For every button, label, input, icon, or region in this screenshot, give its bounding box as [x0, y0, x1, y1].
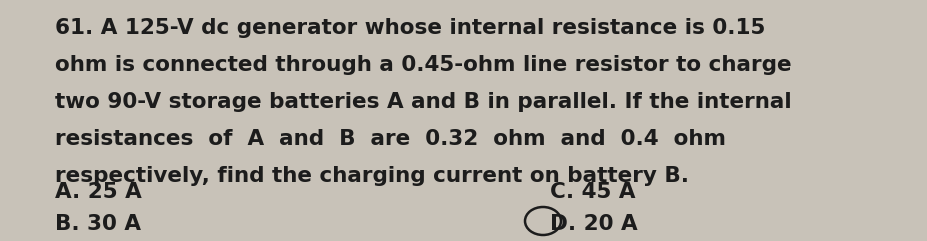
Text: A. 25 A: A. 25 A [55, 182, 142, 202]
Text: B. 30 A: B. 30 A [55, 214, 141, 234]
Text: two 90-V storage batteries A and B in parallel. If the internal: two 90-V storage batteries A and B in pa… [55, 92, 792, 112]
Text: 61. A 125-V dc generator whose internal resistance is 0.15: 61. A 125-V dc generator whose internal … [55, 18, 766, 38]
Text: C. 45 A: C. 45 A [550, 182, 636, 202]
Text: D. 20 A: D. 20 A [550, 214, 638, 234]
Text: ohm is connected through a 0.45-ohm line resistor to charge: ohm is connected through a 0.45-ohm line… [55, 55, 792, 75]
Text: resistances  of  A  and  B  are  0.32  ohm  and  0.4  ohm: resistances of A and B are 0.32 ohm and … [55, 129, 726, 149]
Text: respectively, find the charging current on battery B.: respectively, find the charging current … [55, 166, 689, 186]
